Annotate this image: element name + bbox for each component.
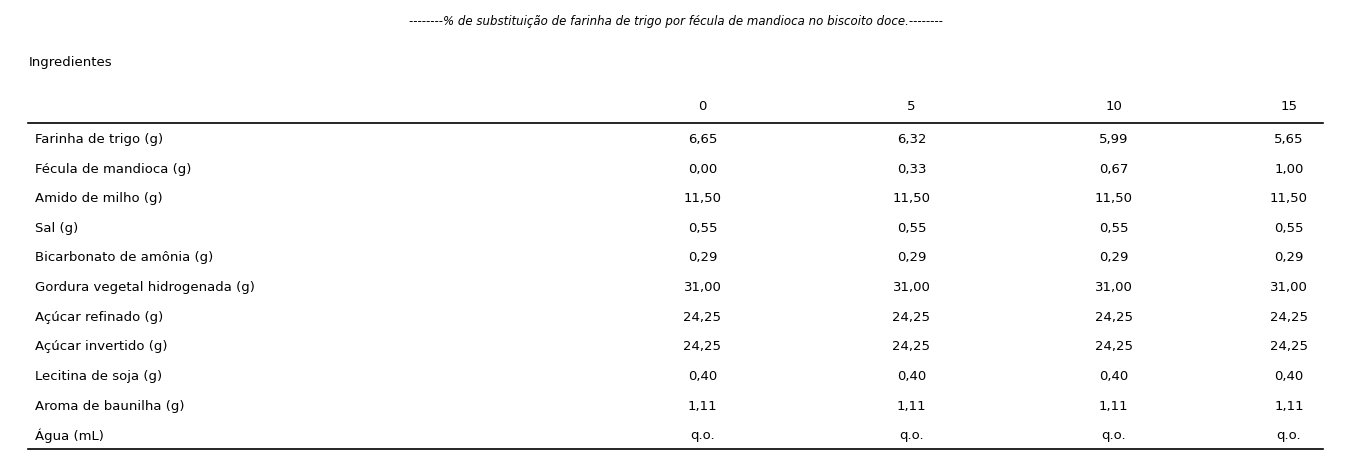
Text: 11,50: 11,50: [684, 192, 721, 205]
Text: q.o.: q.o.: [1101, 429, 1125, 442]
Text: Açúcar refinado (g): Açúcar refinado (g): [35, 311, 163, 324]
Text: 24,25: 24,25: [1270, 311, 1308, 324]
Text: Sal (g): Sal (g): [35, 222, 78, 235]
Text: 24,25: 24,25: [1270, 340, 1308, 353]
Text: 0,67: 0,67: [1098, 163, 1128, 176]
Text: 0,29: 0,29: [897, 251, 927, 264]
Text: 0,40: 0,40: [1100, 370, 1128, 383]
Text: 1,11: 1,11: [1098, 400, 1128, 413]
Text: 0,55: 0,55: [1274, 222, 1304, 235]
Text: 0,55: 0,55: [1098, 222, 1128, 235]
Text: 31,00: 31,00: [684, 281, 721, 294]
Text: 10: 10: [1105, 100, 1123, 113]
Text: 11,50: 11,50: [1094, 192, 1132, 205]
Text: Lecitina de soja (g): Lecitina de soja (g): [35, 370, 162, 383]
Text: 1,00: 1,00: [1274, 163, 1304, 176]
Text: Ingredientes: Ingredientes: [28, 56, 112, 69]
Text: 0,55: 0,55: [688, 222, 717, 235]
Text: Açúcar invertido (g): Açúcar invertido (g): [35, 340, 168, 353]
Text: 31,00: 31,00: [1094, 281, 1132, 294]
Text: 0,55: 0,55: [897, 222, 927, 235]
Text: 0,33: 0,33: [897, 163, 927, 176]
Text: 5,99: 5,99: [1098, 133, 1128, 146]
Text: 0,40: 0,40: [1274, 370, 1304, 383]
Text: 0,40: 0,40: [688, 370, 717, 383]
Text: q.o.: q.o.: [900, 429, 924, 442]
Text: 1,11: 1,11: [897, 400, 927, 413]
Text: Bicarbonato de amônia (g): Bicarbonato de amônia (g): [35, 251, 213, 264]
Text: --------% de substituição de farinha de trigo por fécula de mandioca no biscoito: --------% de substituição de farinha de …: [408, 15, 943, 28]
Text: 5: 5: [907, 100, 916, 113]
Text: 0: 0: [698, 100, 707, 113]
Text: 0,40: 0,40: [897, 370, 925, 383]
Text: Gordura vegetal hidrogenada (g): Gordura vegetal hidrogenada (g): [35, 281, 255, 294]
Text: 5,65: 5,65: [1274, 133, 1304, 146]
Text: q.o.: q.o.: [690, 429, 715, 442]
Text: 6,65: 6,65: [688, 133, 717, 146]
Text: 24,25: 24,25: [684, 311, 721, 324]
Text: 31,00: 31,00: [893, 281, 931, 294]
Text: 1,11: 1,11: [1274, 400, 1304, 413]
Text: Fécula de mandioca (g): Fécula de mandioca (g): [35, 163, 192, 176]
Text: 0,29: 0,29: [1274, 251, 1304, 264]
Text: 11,50: 11,50: [893, 192, 931, 205]
Text: 24,25: 24,25: [1094, 340, 1132, 353]
Text: 0,29: 0,29: [1098, 251, 1128, 264]
Text: 31,00: 31,00: [1270, 281, 1308, 294]
Text: Farinha de trigo (g): Farinha de trigo (g): [35, 133, 163, 146]
Text: Água (mL): Água (mL): [35, 429, 104, 443]
Text: 24,25: 24,25: [893, 311, 931, 324]
Text: Amido de milho (g): Amido de milho (g): [35, 192, 162, 205]
Text: 24,25: 24,25: [893, 340, 931, 353]
Text: Aroma de baunilha (g): Aroma de baunilha (g): [35, 400, 185, 413]
Text: 15: 15: [1281, 100, 1297, 113]
Text: 24,25: 24,25: [1094, 311, 1132, 324]
Text: 11,50: 11,50: [1270, 192, 1308, 205]
Text: 6,32: 6,32: [897, 133, 927, 146]
Text: q.o.: q.o.: [1277, 429, 1301, 442]
Text: 0,29: 0,29: [688, 251, 717, 264]
Text: 0,00: 0,00: [688, 163, 717, 176]
Text: 24,25: 24,25: [684, 340, 721, 353]
Text: 1,11: 1,11: [688, 400, 717, 413]
